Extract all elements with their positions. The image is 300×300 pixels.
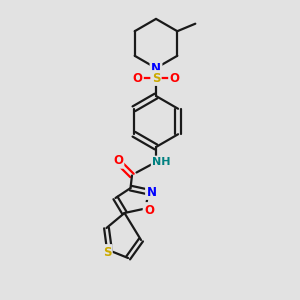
Text: S: S [152,71,160,85]
Text: N: N [146,185,157,199]
Text: S: S [103,245,111,259]
Text: O: O [113,154,123,167]
Text: O: O [132,71,142,85]
Text: O: O [144,203,154,217]
Text: O: O [169,71,180,85]
Text: NH: NH [152,157,171,167]
Text: N: N [151,61,161,75]
